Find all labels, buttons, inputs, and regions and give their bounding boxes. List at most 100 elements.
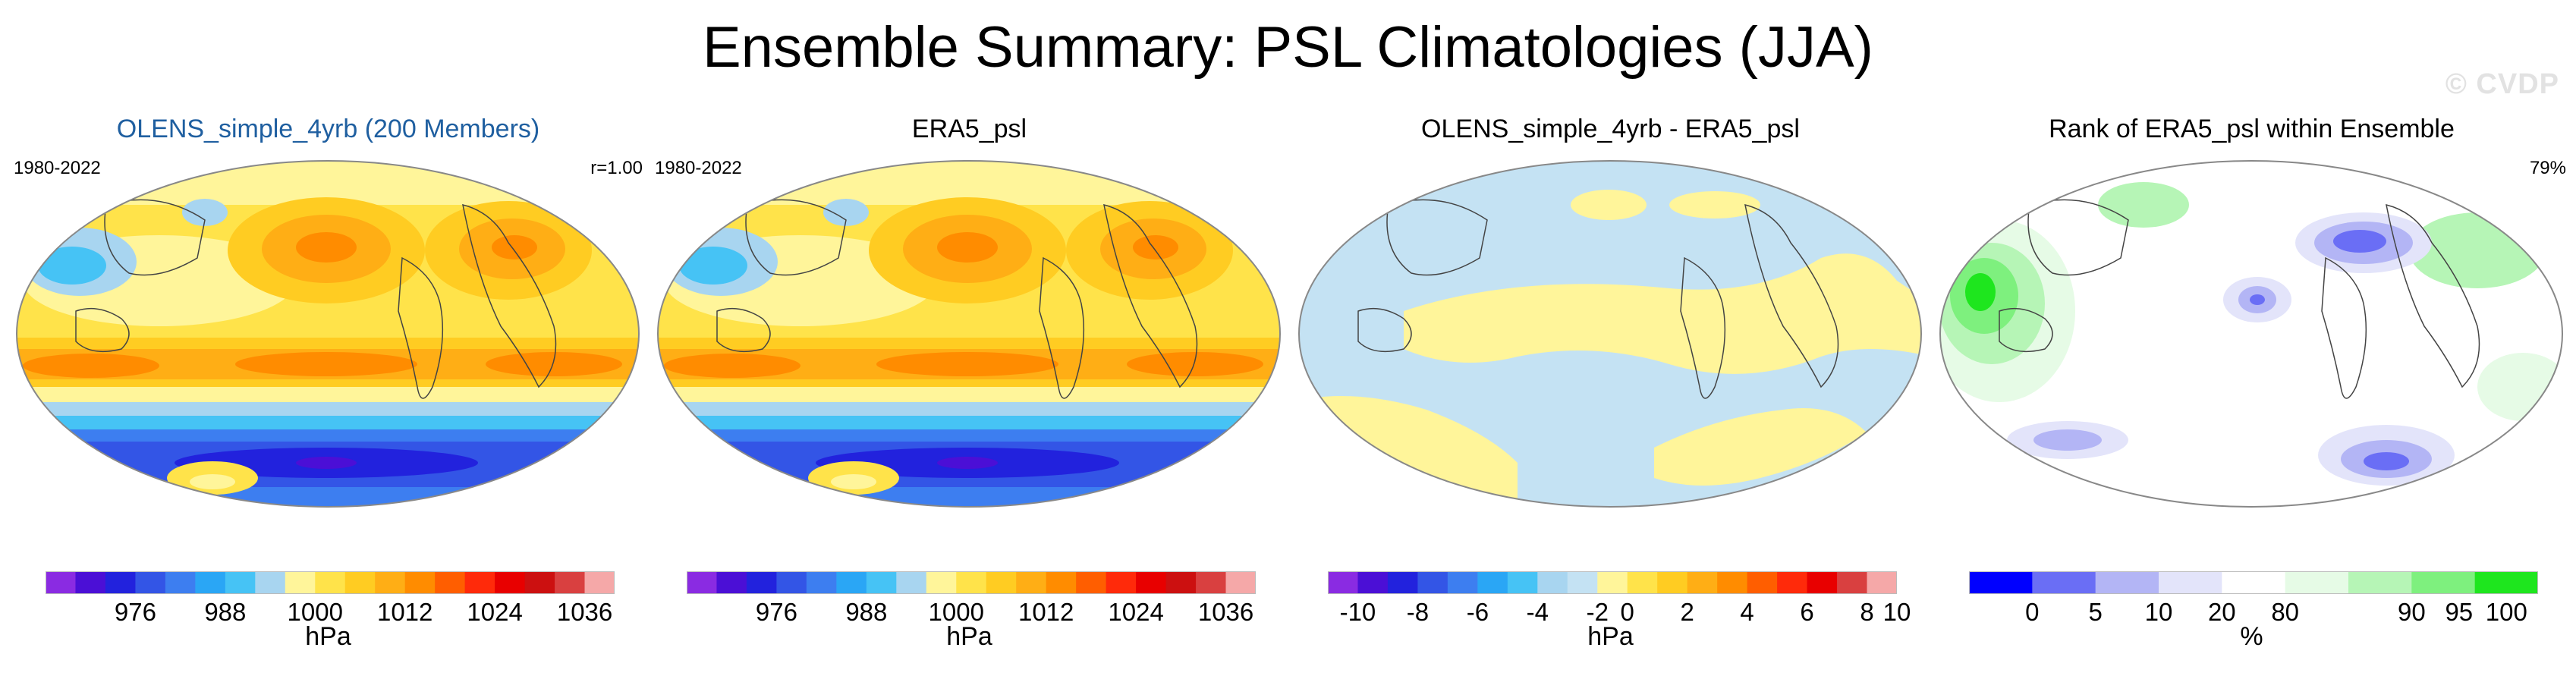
colorbar-swatch bbox=[524, 571, 555, 594]
colorbar-swatch bbox=[195, 571, 226, 594]
colorbar-unit: hPa bbox=[305, 622, 351, 651]
colorbar-swatch bbox=[2095, 571, 2159, 594]
colorbar-tick-label: 988 bbox=[204, 598, 247, 626]
period-label: 1980-2022 bbox=[14, 158, 101, 178]
colorbar-tick-label: 1012 bbox=[376, 598, 433, 626]
colorbar-swatch bbox=[2474, 571, 2538, 594]
colorbar-swatch bbox=[1747, 571, 1778, 594]
colorbar-swatch bbox=[1196, 571, 1227, 594]
colorbar-swatch bbox=[1837, 571, 1868, 594]
psl-map-era5 bbox=[657, 160, 1281, 508]
colorbar-swatch bbox=[555, 571, 586, 594]
colorbar-swatch bbox=[165, 571, 196, 594]
colorbar-tick-label: 1024 bbox=[1108, 598, 1164, 626]
period-label: 1980-2022 bbox=[655, 158, 742, 178]
colorbar-unit: % bbox=[2240, 622, 2263, 651]
panel-difference: OLENS_simple_4yrb - ERA5_psl -10 -8 -6 -4 -2… bbox=[1290, 114, 1931, 668]
colorbar-tick-label: 0 bbox=[1620, 598, 1634, 626]
colorbar-swatch bbox=[285, 571, 316, 594]
colorbar-swatch bbox=[1567, 571, 1598, 594]
colorbar-tick-label: -2 bbox=[1586, 598, 1609, 626]
colorbar-swatch bbox=[2159, 571, 2222, 594]
colorbar-swatch bbox=[1328, 571, 1358, 594]
panel-title: OLENS_simple_4yrb (200 Members) bbox=[116, 115, 540, 143]
colorbar-swatch bbox=[1717, 571, 1748, 594]
colorbar-tick-label: -4 bbox=[1526, 598, 1549, 626]
colorbar-swatch bbox=[1016, 571, 1047, 594]
colorbar-swatch bbox=[1136, 571, 1167, 594]
psl-map-difference bbox=[1298, 160, 1922, 508]
colorbar-swatch bbox=[746, 571, 777, 594]
colorbar-tick-label: 10 bbox=[1882, 598, 1911, 626]
figure-title: Ensemble Summary: PSL Climatologies (JJA… bbox=[702, 15, 1873, 80]
colorbar-ticks: 0 5 10 20 80 90 95 100 bbox=[1931, 598, 2572, 628]
colorbar-swatch bbox=[1597, 571, 1628, 594]
psl-map-ensemble bbox=[16, 160, 640, 508]
colorbar-swatch bbox=[1417, 571, 1448, 594]
colorbar-swatch bbox=[1657, 571, 1688, 594]
colorbar-tick-label: 976 bbox=[114, 598, 156, 626]
colorbar bbox=[1969, 571, 2538, 594]
colorbar-swatch bbox=[1477, 571, 1508, 594]
colorbar-swatch bbox=[1106, 571, 1137, 594]
panel-era5: ERA5_psl 1980-2022 bbox=[649, 114, 1290, 668]
colorbar-unit: hPa bbox=[946, 622, 992, 651]
colorbar-swatch bbox=[135, 571, 166, 594]
colorbar-tick-label: 0 bbox=[2025, 598, 2040, 626]
panel-title: ERA5_psl bbox=[911, 115, 1027, 143]
rank-map bbox=[1939, 160, 2563, 508]
colorbar-tick-label: -8 bbox=[1406, 598, 1430, 626]
colorbar-tick-label: 5 bbox=[2088, 598, 2103, 626]
colorbar-swatch bbox=[687, 571, 717, 594]
colorbar-swatch bbox=[1969, 571, 2033, 594]
colorbar-swatch bbox=[1777, 571, 1808, 594]
colorbar-tick-label: 95 bbox=[2445, 598, 2474, 626]
colorbar-swatch bbox=[2285, 571, 2349, 594]
colorbar-swatch bbox=[375, 571, 406, 594]
colorbar-swatch bbox=[1687, 571, 1718, 594]
colorbar-swatch bbox=[255, 571, 286, 594]
colorbar-tick-label: 1000 bbox=[287, 598, 343, 626]
colorbar-tick-label: 90 bbox=[2397, 598, 2426, 626]
colorbar-swatch bbox=[716, 571, 747, 594]
colorbar-tick-label: 976 bbox=[755, 598, 797, 626]
panel-rank: Rank of ERA5_psl within Ensemble 79% bbox=[1931, 114, 2572, 668]
colorbar-swatch bbox=[1807, 571, 1838, 594]
colorbar-swatch bbox=[776, 571, 807, 594]
colorbar-swatch bbox=[46, 571, 76, 594]
colorbar-swatch bbox=[926, 571, 957, 594]
colorbar-swatch bbox=[806, 571, 837, 594]
colorbar-swatch bbox=[435, 571, 466, 594]
colorbar-tick-label: 100 bbox=[2485, 598, 2527, 626]
colorbar-unit: hPa bbox=[1587, 622, 1634, 651]
colorbar-tick-label: 20 bbox=[2207, 598, 2236, 626]
colorbar-swatch bbox=[836, 571, 867, 594]
colorbar-swatch bbox=[1867, 571, 1897, 594]
colorbar-tick-label: 2 bbox=[1680, 598, 1694, 626]
colorbar-swatch bbox=[896, 571, 927, 594]
colorbar-swatch bbox=[75, 571, 106, 594]
colorbar bbox=[687, 571, 1256, 594]
colorbar-ticks: 976 988 1000 1012 1024 1036 bbox=[8, 598, 649, 628]
colorbar-outline bbox=[1328, 571, 1897, 594]
colorbar-outline bbox=[46, 571, 615, 594]
colorbar-tick-label: 1000 bbox=[928, 598, 984, 626]
colorbar-swatch bbox=[2348, 571, 2412, 594]
colorbar-tick-label: 80 bbox=[2271, 598, 2300, 626]
colorbar-tick-label: 6 bbox=[1800, 598, 1814, 626]
colorbar-swatch bbox=[2032, 571, 2096, 594]
colorbar-outline bbox=[1969, 571, 2538, 594]
panel-title: OLENS_simple_4yrb - ERA5_psl bbox=[1421, 115, 1800, 143]
colorbar bbox=[46, 571, 615, 594]
colorbar-swatch bbox=[495, 571, 526, 594]
colorbar-swatch bbox=[2411, 571, 2476, 594]
colorbar bbox=[1328, 571, 1897, 594]
colorbar-tick-label: -6 bbox=[1466, 598, 1489, 626]
colorbar-tick-label: 4 bbox=[1740, 598, 1754, 626]
colorbar-swatch bbox=[344, 571, 376, 594]
colorbar-swatch bbox=[584, 571, 615, 594]
colorbar-swatch bbox=[866, 571, 897, 594]
colorbar-tick-label: 1012 bbox=[1018, 598, 1074, 626]
colorbar-swatch bbox=[1357, 571, 1389, 594]
colorbar-tick-label: 1036 bbox=[1197, 598, 1254, 626]
